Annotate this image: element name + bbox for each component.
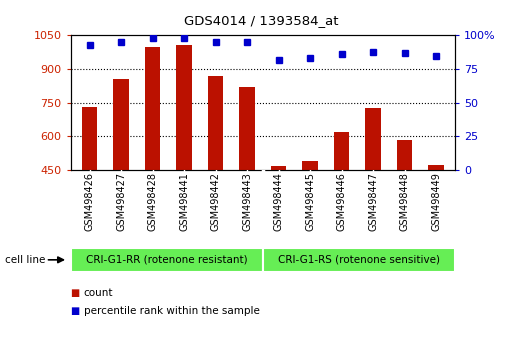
Bar [71,248,263,272]
Text: GSM498449: GSM498449 [431,172,441,231]
Text: cell line: cell line [5,255,46,265]
Text: GSM498448: GSM498448 [400,172,410,231]
Text: GSM498426: GSM498426 [85,172,95,231]
Bar [302,161,318,170]
Bar [208,76,223,170]
Text: GSM498444: GSM498444 [274,172,283,231]
Bar [428,165,444,170]
Text: GSM498427: GSM498427 [116,172,126,232]
Bar [239,87,255,170]
Text: CRI-G1-RS (rotenone sensitive): CRI-G1-RS (rotenone sensitive) [278,255,440,265]
Text: percentile rank within the sample: percentile rank within the sample [84,306,259,316]
Text: GSM498428: GSM498428 [147,172,157,231]
Text: ■: ■ [71,306,80,316]
Bar [365,108,381,170]
Bar [271,166,287,170]
Bar [113,79,129,170]
Bar [334,132,349,170]
Text: GSM498445: GSM498445 [305,172,315,231]
Bar [145,47,161,170]
Text: GSM498447: GSM498447 [368,172,378,231]
Text: CRI-G1-RR (rotenone resistant): CRI-G1-RR (rotenone resistant) [86,255,247,265]
Text: GSM498441: GSM498441 [179,172,189,231]
Bar [176,45,192,170]
Bar [263,248,455,272]
Text: GDS4014 / 1393584_at: GDS4014 / 1393584_at [184,14,339,27]
Text: GSM498443: GSM498443 [242,172,252,231]
Text: GSM498446: GSM498446 [337,172,347,231]
Text: count: count [84,288,113,298]
Text: GSM498442: GSM498442 [211,172,221,231]
Bar [82,107,97,170]
Bar [397,139,413,170]
Text: ■: ■ [71,288,80,298]
